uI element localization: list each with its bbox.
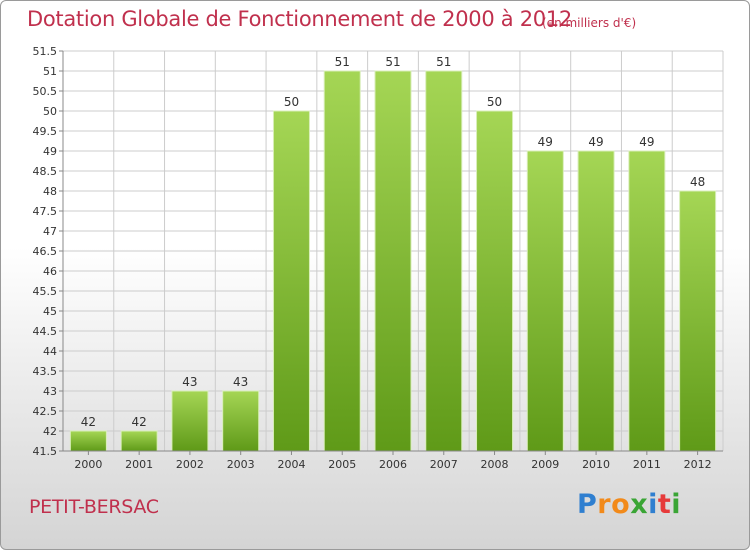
x-tick-label: 2012 xyxy=(684,458,712,471)
y-tick-label: 50.5 xyxy=(33,85,58,98)
logo-letter: i xyxy=(671,489,682,520)
y-tick-label: 46.5 xyxy=(33,245,58,258)
y-tick-label: 47 xyxy=(43,225,57,238)
y-tick-label: 42.5 xyxy=(33,405,58,418)
bar xyxy=(323,70,361,452)
x-tick-label: 2005 xyxy=(328,458,356,471)
y-tick-label: 45 xyxy=(43,305,57,318)
x-tick-label: 2006 xyxy=(379,458,407,471)
bar xyxy=(120,430,158,452)
logo-letter: o xyxy=(611,489,631,520)
bar xyxy=(577,150,615,452)
data-label: 48 xyxy=(690,175,705,189)
data-label: 51 xyxy=(385,55,400,69)
x-tick-label: 2009 xyxy=(531,458,559,471)
x-tick-label: 2001 xyxy=(125,458,153,471)
x-tick-label: 2011 xyxy=(633,458,661,471)
logo-letter: t xyxy=(657,489,672,520)
proxiti-logo: Proxiti xyxy=(577,489,681,520)
y-tick-label: 49 xyxy=(43,145,57,158)
data-label: 42 xyxy=(81,415,96,429)
y-tick-label: 43.5 xyxy=(33,365,58,378)
y-tick-label: 43 xyxy=(43,385,57,398)
chart-title: Dotation Globale de Fonctionnement de 20… xyxy=(27,7,572,31)
y-tick-label: 49.5 xyxy=(33,125,58,138)
axes: 41.5 42 42.5 43 43.5 44 44.5 45 45.5 46 46.5 47 47.5… xyxy=(33,45,723,471)
bar xyxy=(272,110,310,452)
x-tick-label: 2007 xyxy=(430,458,458,471)
y-tick-label: 46 xyxy=(43,265,57,278)
logo-letter: r xyxy=(597,489,612,520)
y-tick-label: 50 xyxy=(43,105,57,118)
bar xyxy=(222,390,260,452)
y-tick-label: 51.5 xyxy=(33,45,58,58)
x-tick-label: 2002 xyxy=(176,458,204,471)
x-tick-label: 2008 xyxy=(481,458,509,471)
bar xyxy=(425,70,463,452)
data-label: 50 xyxy=(284,95,299,109)
x-tick-label: 2004 xyxy=(277,458,305,471)
bar xyxy=(374,70,412,452)
y-tick-label: 44.5 xyxy=(33,325,58,338)
bar xyxy=(171,390,209,452)
data-label: 43 xyxy=(182,375,197,389)
logo-letter: i xyxy=(648,489,658,520)
y-tick-label: 48 xyxy=(43,185,57,198)
logo-letter: x xyxy=(630,489,649,520)
x-tick-label: 2003 xyxy=(227,458,255,471)
bars xyxy=(69,70,717,452)
y-tick-label: 51 xyxy=(43,65,57,78)
data-label: 43 xyxy=(233,375,248,389)
value-labels: 42 42 43 43 50 51 51 51 50 49 49 49 48 xyxy=(81,55,706,429)
chart-subtitle: (en milliers d'€) xyxy=(542,16,637,30)
data-label: 42 xyxy=(132,415,147,429)
data-label: 50 xyxy=(487,95,502,109)
logo-letter: P xyxy=(577,489,598,520)
data-label: 49 xyxy=(639,135,654,149)
commune-name: PETIT-BERSAC xyxy=(29,496,159,518)
y-tick-label: 42 xyxy=(43,425,57,438)
bar xyxy=(628,150,666,452)
data-label: 49 xyxy=(538,135,553,149)
data-label: 49 xyxy=(588,135,603,149)
bar xyxy=(69,430,107,452)
bar xyxy=(526,150,564,452)
y-tick-label: 47.5 xyxy=(33,205,58,218)
data-label: 51 xyxy=(335,55,350,69)
x-tick-label: 2010 xyxy=(582,458,610,471)
y-tick-label: 41.5 xyxy=(33,445,58,458)
data-label: 51 xyxy=(436,55,451,69)
y-tick-label: 48.5 xyxy=(33,165,58,178)
y-tick-label: 45.5 xyxy=(33,285,58,298)
bar xyxy=(679,190,717,452)
x-tick-label: 2000 xyxy=(74,458,102,471)
bar xyxy=(476,110,514,452)
y-tick-label: 44 xyxy=(43,345,57,358)
